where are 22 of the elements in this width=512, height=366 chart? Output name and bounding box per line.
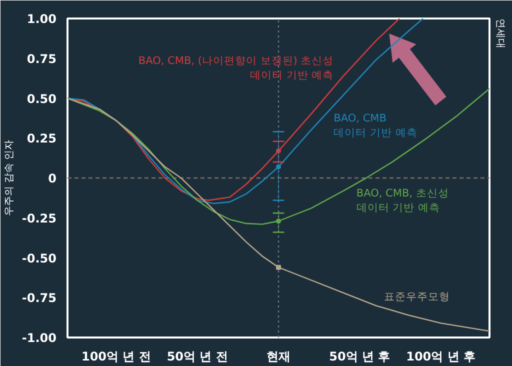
series-label: BAO, CMB 데이터 기반 예측	[334, 112, 418, 140]
line-series	[68, 98, 490, 332]
line-series	[68, 88, 490, 225]
y-tick-label: -0.25	[22, 211, 57, 226]
x-tick-label: 현재	[266, 350, 290, 364]
x-tick-label: 100억 년 전	[81, 350, 151, 364]
y-tick-label: 1.00	[26, 12, 56, 26]
y-tick-label: -0.75	[22, 291, 57, 306]
y-tick-label: 0.25	[26, 132, 56, 146]
x-tick-label: 100억 년 후	[406, 350, 476, 364]
series-label: 표준우주모형	[384, 291, 450, 304]
x-tick-label: 50억 년 후	[329, 350, 390, 364]
y-tick-label: 0.75	[26, 52, 56, 66]
x-tick-label: 50억 년 전	[166, 350, 228, 364]
y-tick-label: 0.50	[26, 92, 56, 106]
y-axis-title: 우주의 감속 인자	[4, 140, 15, 216]
text: 연세대	[494, 18, 506, 48]
y-tick-label: -0.50	[22, 251, 57, 266]
y-tick-label: 0	[48, 172, 57, 186]
series-label: BAO, CMB, 초신성 데이터 기반 예측	[356, 188, 449, 214]
y-tick-label: -1.00	[22, 331, 57, 345]
series-label: BAO, CMB, (나이편향이 보정된) 초신성 데이터 기반 예측	[138, 55, 334, 82]
